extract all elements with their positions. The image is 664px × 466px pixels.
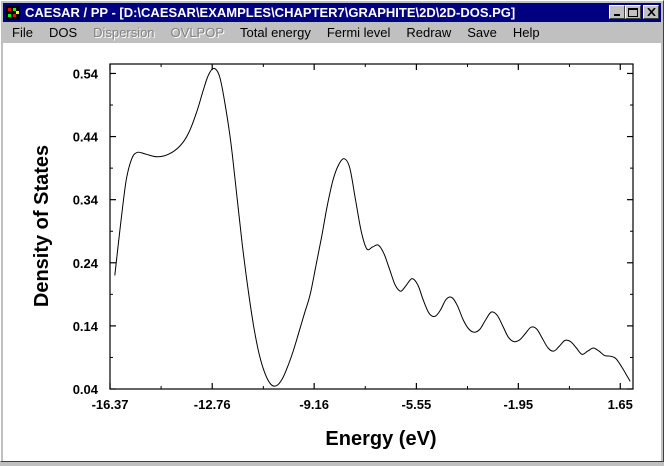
y-tick-label: 0.54 xyxy=(73,66,99,81)
menu-help[interactable]: Help xyxy=(512,25,540,40)
menu-file[interactable]: File xyxy=(12,25,33,40)
plot-area: -16.37 -12.76 -9.16 -5.55 -1.95 1.65 0.04 0.14 0… xyxy=(3,43,661,461)
menu-ovlpop[interactable]: OVLPOP xyxy=(170,25,225,40)
y-tick-label: 0.34 xyxy=(73,193,99,208)
menu-total-energy[interactable]: Total energy xyxy=(240,25,311,40)
title-bar[interactable]: CAESAR / PP - [D:\CAESAR\EXAMPLES\CHAPTE… xyxy=(3,3,661,22)
y-tick-label: 0.14 xyxy=(73,319,99,334)
caesar-app-icon xyxy=(6,5,20,20)
x-tick-label: -5.55 xyxy=(402,397,432,412)
window-title: CAESAR / PP - [D:\CAESAR\EXAMPLES\CHAPTE… xyxy=(25,5,516,20)
y-tick-label: 0.24 xyxy=(73,256,99,271)
x-tick-label: 1.65 xyxy=(608,397,633,412)
x-tick-label: -16.37 xyxy=(92,397,129,412)
x-tick-label: -1.95 xyxy=(503,397,533,412)
dos-series-line xyxy=(114,67,631,387)
menu-save[interactable]: Save xyxy=(467,25,497,40)
menu-dos[interactable]: DOS xyxy=(48,25,78,40)
y-tick-label: 0.44 xyxy=(73,130,99,145)
plot-frame xyxy=(109,63,634,390)
menu-fermi-level[interactable]: Fermi level xyxy=(326,25,391,40)
y-axis-label: Density of States xyxy=(31,145,53,307)
minimize-icon[interactable] xyxy=(609,5,625,19)
menu-dispersion[interactable]: Dispersion xyxy=(93,25,155,40)
x-tick-label: -12.76 xyxy=(194,397,231,412)
menu-redraw[interactable]: Redraw xyxy=(406,25,452,40)
menu-bar: File DOS Dispersion OVLPOP Total energy … xyxy=(3,23,661,42)
x-tick-label: -9.16 xyxy=(299,397,329,412)
axis-ticks: -16.37 -12.76 -9.16 -5.55 -1.95 1.65 0.04 0.14 0… xyxy=(73,64,633,412)
dos-chart: -16.37 -12.76 -9.16 -5.55 -1.95 1.65 0.04 0.14 0… xyxy=(31,63,634,450)
x-axis-label: Energy (eV) xyxy=(325,428,436,450)
y-tick-label: 0.04 xyxy=(73,382,99,397)
window-controls xyxy=(609,5,659,19)
maximize-icon[interactable] xyxy=(625,5,641,19)
close-icon[interactable] xyxy=(643,5,659,19)
